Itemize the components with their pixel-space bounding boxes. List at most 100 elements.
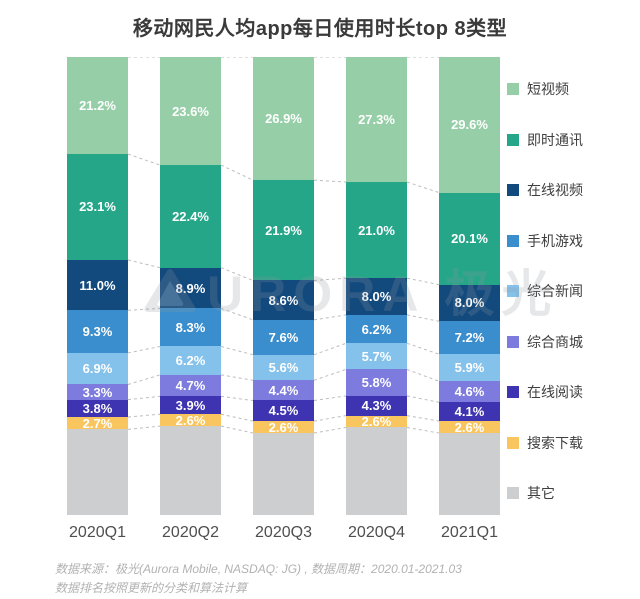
segment-value-label: 26.9% (265, 111, 302, 127)
legend-label: 即时通讯 (527, 131, 583, 148)
legend-label: 综合商城 (527, 333, 583, 350)
segment-value-label: 7.6% (268, 329, 299, 345)
x-axis-label-2020Q4: 2020Q4 (348, 524, 405, 541)
bar-segment-手机游戏: 7.6% (253, 319, 314, 355)
connector-line (220, 164, 254, 181)
stacked-bar-2020Q2: 23.6% 22.4% 8.9% 8.3% 6.2% 4.7% 3.9% 2.6% (160, 57, 221, 515)
legend-swatch-icon (507, 184, 519, 196)
segment-value-label: 11.0% (79, 277, 116, 293)
segment-value-label: 20.1% (451, 231, 488, 247)
bar-segment-综合商城: 4.6% (439, 381, 500, 403)
bar-segment-即时通讯: 21.9% (253, 180, 314, 281)
bar-segment-其它 (67, 429, 128, 515)
connector-line (406, 277, 440, 286)
segment-value-label: 29.6% (451, 117, 488, 133)
connector-line (127, 425, 161, 430)
bar-segment-短视频: 26.9% (253, 57, 314, 181)
segment-value-label: 23.6% (172, 103, 209, 119)
x-axis-label-2020Q1: 2020Q1 (69, 524, 126, 541)
footer-notes: 数据来源：极光(Aurora Mobile, NASDAQ: JG) , 数据周… (55, 560, 615, 598)
stacked-bar-2021Q1: 29.6% 20.1% 8.0% 7.2% 5.9% 4.6% 4.1% 2.6% (439, 57, 500, 515)
legend-label: 搜索下载 (527, 434, 583, 451)
segment-value-label: 8.9% (175, 280, 206, 296)
connector-line (313, 277, 347, 281)
segment-value-label: 21.2% (79, 98, 116, 114)
bar-segment-在线视频: 8.6% (253, 280, 314, 320)
legend-item-搜索下载: 搜索下载 (507, 433, 583, 453)
connector-line (220, 346, 254, 356)
segment-value-label: 8.0% (361, 289, 392, 305)
bar-segment-综合新闻: 6.2% (160, 346, 221, 375)
legend-label: 在线阅读 (527, 384, 583, 400)
connector-line (313, 395, 347, 401)
bar-segment-即时通讯: 20.1% (439, 192, 500, 285)
segment-value-label: 3.3% (82, 384, 113, 400)
bar-segment-手机游戏: 9.3% (67, 310, 128, 353)
stacked-bar-2020Q3: 26.9% 21.9% 8.6% 7.6% 5.6% 4.4% 4.5% 2.6% (253, 57, 314, 515)
connector-line (313, 415, 347, 422)
legend-label: 短视频 (527, 81, 569, 97)
legend-item-手机游戏: 手机游戏 (507, 231, 583, 251)
segment-value-label: 7.2% (454, 330, 485, 346)
connector-line (313, 427, 347, 434)
bar-segment-短视频: 29.6% (439, 57, 500, 193)
x-axis: 2020Q1 2020Q2 2020Q3 2020Q4 2021Q1 (67, 524, 500, 544)
legend-label: 手机游戏 (527, 232, 583, 249)
methodology-note: 数据排名按照更新的分类和算法计算 (55, 581, 248, 596)
segment-value-label: 3.8% (82, 400, 113, 416)
legend-item-综合商城: 综合商城 (507, 332, 583, 352)
bar-segment-其它 (160, 426, 221, 515)
bar-segment-其它 (346, 427, 407, 515)
connector-line (127, 395, 161, 401)
segment-value-label: 4.4% (268, 382, 299, 398)
segment-value-label: 22.4% (172, 208, 209, 224)
stacked-bar-chart: 21.2% 23.1% 11.0% 9.3% 6.9% 3.3% 3.8% 2.7% 23.6%… (67, 57, 500, 515)
segment-value-label: 9.3% (82, 324, 113, 340)
bar-segment-即时通讯: 22.4% (160, 165, 221, 268)
bar-segment-综合商城: 4.7% (160, 374, 221, 397)
segment-value-label: 6.9% (82, 361, 113, 377)
segment-value-label: 21.0% (358, 222, 395, 238)
legend-swatch-icon (507, 386, 519, 398)
connector-line (220, 395, 254, 401)
segment-value-label: 2.6% (175, 412, 206, 428)
chart-legend: 短视频 即时通讯 在线视频 手机游戏 综合新闻 综合商城 在线阅读 搜索下载 其它 (507, 79, 583, 503)
connector-line (406, 415, 440, 422)
bar-segment-搜索下载: 2.7% (67, 417, 128, 430)
bar-segment-短视频: 27.3% (346, 57, 407, 183)
segment-value-label: 23.1% (79, 199, 116, 215)
connector-line (127, 153, 161, 166)
bar-segment-在线阅读: 3.9% (160, 396, 221, 415)
connector-line (127, 346, 161, 354)
segment-value-label: 5.9% (454, 360, 485, 376)
legend-swatch-icon (507, 83, 519, 95)
bar-segment-手机游戏: 6.2% (346, 314, 407, 344)
connector-line (220, 307, 254, 321)
connector-line (127, 259, 161, 269)
segment-value-label: 2.6% (361, 414, 392, 430)
legend-item-在线阅读: 在线阅读 (507, 382, 583, 402)
connector-line (406, 395, 440, 403)
connector-line (313, 342, 347, 356)
connector-line (127, 413, 161, 418)
connector-line (220, 413, 254, 422)
connector-line (406, 181, 440, 194)
bar-segment-综合商城: 3.3% (67, 384, 128, 400)
bar-segment-在线视频: 11.0% (67, 259, 128, 311)
connector-line (313, 179, 347, 183)
legend-swatch-icon (507, 285, 519, 297)
bar-segment-短视频: 23.6% (160, 57, 221, 166)
segment-value-label: 4.6% (454, 384, 485, 400)
bar-segment-短视频: 21.2% (67, 57, 128, 155)
connector-line (313, 368, 347, 381)
bar-segment-搜索下载: 2.6% (160, 412, 221, 428)
connector-line (127, 374, 161, 385)
segment-value-label: 8.3% (175, 319, 206, 335)
connector-line (406, 314, 440, 322)
segment-value-label: 4.3% (361, 398, 392, 414)
bar-segment-综合商城: 5.8% (346, 369, 407, 396)
bar-segment-搜索下载: 2.6% (439, 421, 500, 434)
bar-segment-搜索下载: 2.6% (253, 421, 314, 434)
legend-item-短视频: 短视频 (507, 79, 583, 99)
